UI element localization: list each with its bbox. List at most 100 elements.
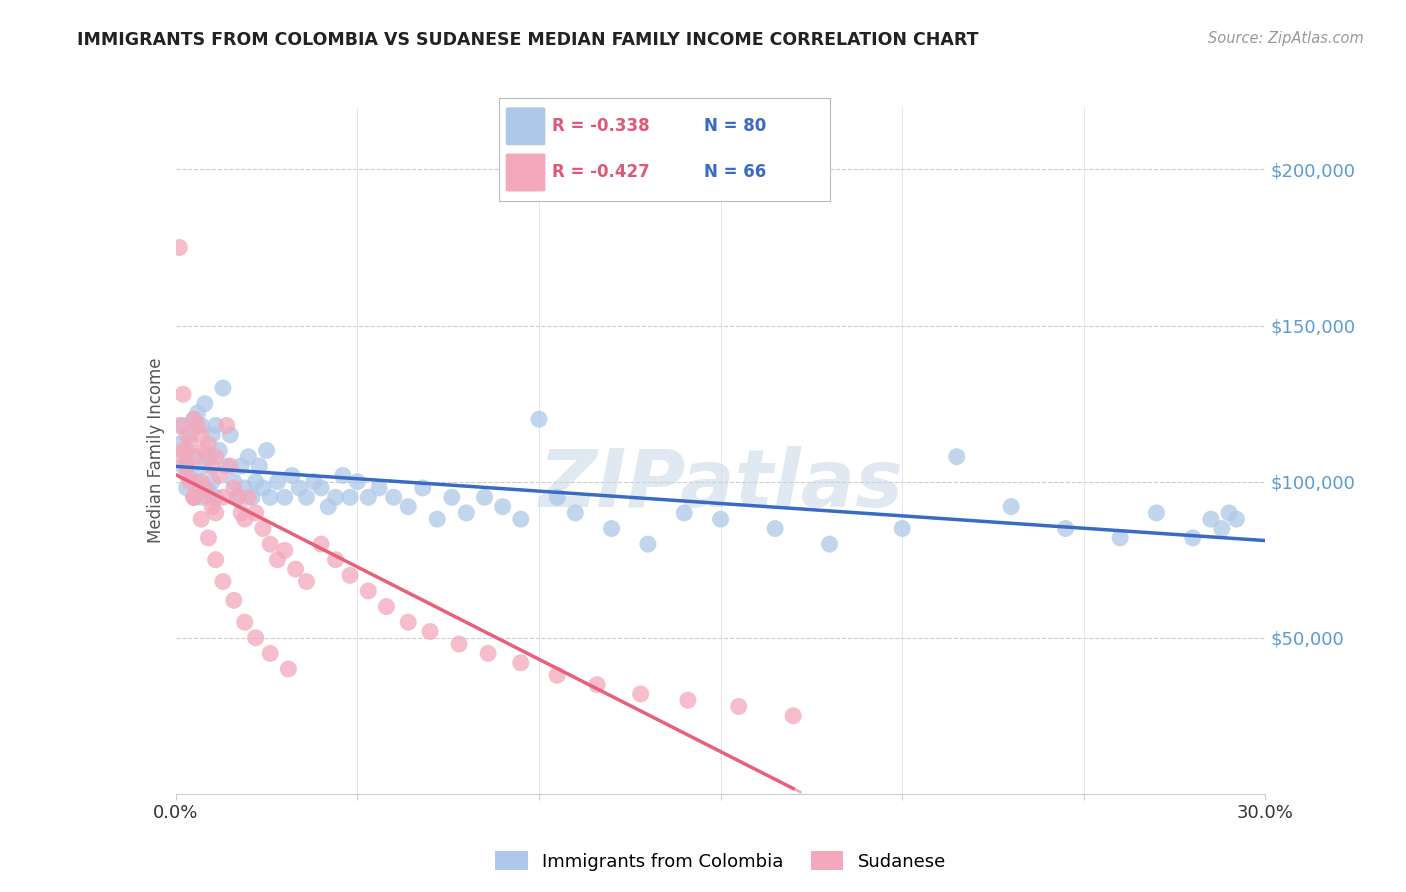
Point [474, 490, 496, 504]
Point [727, 699, 749, 714]
Point [600, 521, 623, 535]
Point [281, 468, 304, 483]
Point [197, 450, 219, 464]
Point [274, 543, 297, 558]
Point [186, 418, 209, 433]
Point [396, 500, 419, 514]
Point [1181, 531, 1204, 545]
Point [637, 537, 659, 551]
Point [295, 574, 318, 589]
Point [277, 662, 299, 676]
Point [208, 468, 231, 483]
Point [208, 443, 231, 458]
Text: R = -0.427: R = -0.427 [553, 163, 650, 181]
Point [190, 427, 212, 442]
Point [477, 646, 499, 660]
Point [676, 693, 699, 707]
FancyBboxPatch shape [506, 153, 546, 192]
Point [176, 468, 198, 483]
Point [266, 475, 288, 489]
Point [194, 481, 217, 495]
Point [288, 481, 311, 495]
Point [546, 490, 568, 504]
Text: N = 66: N = 66 [704, 163, 766, 181]
Point [215, 418, 238, 433]
Point [201, 458, 224, 473]
Point [212, 574, 235, 589]
Point [176, 443, 198, 458]
Point [179, 427, 201, 442]
Point [245, 475, 267, 489]
Point [201, 475, 224, 489]
Point [169, 418, 191, 433]
Point [274, 490, 297, 504]
Point [527, 412, 550, 426]
Text: IMMIGRANTS FROM COLOMBIA VS SUDANESE MEDIAN FAMILY INCOME CORRELATION CHART: IMMIGRANTS FROM COLOMBIA VS SUDANESE MED… [77, 31, 979, 49]
Point [252, 521, 274, 535]
Text: Source: ZipAtlas.com: Source: ZipAtlas.com [1208, 31, 1364, 46]
Point [212, 381, 235, 395]
Point [564, 506, 586, 520]
Point [172, 387, 194, 401]
Point [222, 593, 245, 607]
Point [204, 552, 226, 567]
Point [215, 458, 238, 473]
Point [183, 490, 205, 504]
Point [339, 568, 361, 582]
Point [339, 490, 361, 504]
Point [240, 490, 263, 504]
Point [456, 506, 478, 520]
Point [368, 481, 391, 495]
Y-axis label: Median Family Income: Median Family Income [146, 358, 165, 543]
Point [186, 475, 209, 489]
Point [201, 427, 224, 442]
Point [183, 490, 205, 504]
FancyBboxPatch shape [506, 107, 546, 145]
Point [447, 637, 470, 651]
Point [630, 687, 652, 701]
Point [222, 475, 245, 489]
Point [197, 490, 219, 504]
Point [226, 490, 249, 504]
Point [183, 412, 205, 426]
Point [169, 240, 191, 255]
Point [226, 490, 249, 504]
Point [233, 481, 256, 495]
Text: N = 80: N = 80 [704, 118, 766, 136]
Point [419, 624, 441, 639]
Point [201, 500, 224, 514]
Point [325, 490, 347, 504]
Point [509, 512, 531, 526]
Point [1225, 512, 1247, 526]
Point [1054, 521, 1077, 535]
Point [186, 406, 209, 420]
Point [233, 615, 256, 630]
Text: R = -0.338: R = -0.338 [553, 118, 650, 136]
Point [172, 418, 194, 433]
Point [302, 475, 325, 489]
Point [1211, 521, 1233, 535]
Point [183, 490, 205, 504]
Point [186, 450, 209, 464]
Point [238, 490, 260, 504]
Point [412, 481, 434, 495]
Point [222, 481, 245, 495]
Point [219, 427, 242, 442]
Point [204, 418, 226, 433]
Point [176, 481, 198, 495]
Point [179, 475, 201, 489]
Point [318, 500, 340, 514]
Point [245, 506, 267, 520]
Point [1218, 506, 1240, 520]
Point [231, 506, 253, 520]
Point [1109, 531, 1132, 545]
Point [169, 437, 191, 451]
Point [426, 512, 449, 526]
Point [1000, 500, 1022, 514]
Point [782, 708, 804, 723]
Point [763, 521, 786, 535]
Point [194, 396, 217, 410]
Point [183, 450, 205, 464]
Point [219, 458, 242, 473]
Point [204, 450, 226, 464]
